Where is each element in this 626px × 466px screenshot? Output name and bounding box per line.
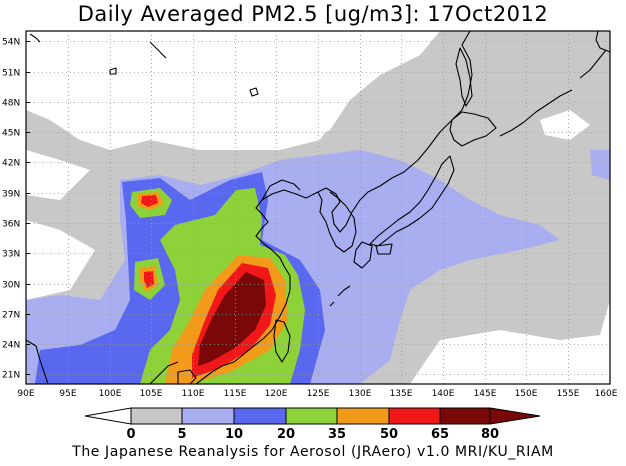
lon-label: 140E [432,389,455,399]
coastline-kurils [499,49,607,137]
coastline-lake-4 [149,41,167,59]
coastline-bohai [261,179,301,201]
coastline-sakhalin [455,47,473,107]
colorbar-segment [336,407,390,425]
lon-label: 125E [307,389,330,399]
concentration-field [26,31,610,384]
field-band-10-20-east [590,150,610,180]
coastlines [26,31,610,384]
lon-label: 100E [99,389,122,399]
lon-label: 105E [140,389,163,399]
colorbar-label: 35 [328,427,346,442]
coastline-west [26,339,49,384]
lon-label: 130E [349,389,372,399]
colorbar-label: 50 [380,427,398,442]
coastline-korea [317,191,357,253]
colorbar-segment [181,407,235,425]
colorbar-segment [388,407,441,425]
field-clear-south [420,340,610,384]
lon-label: 155E [557,389,580,399]
colorbar-label: 80 [481,427,499,442]
coastline-taiwan [273,319,291,363]
colorbar-label: 65 [431,427,449,442]
lat-label: 30N [2,281,20,291]
coastline-lake-3 [29,33,41,43]
lon-label: 160E [595,389,618,399]
lon-label: 135E [390,389,413,399]
lat-label: 36N [2,220,20,230]
field-clear-east [540,110,590,140]
lon-label: 150E [515,389,538,399]
coastline-kamchatka [595,31,610,53]
lat-label: 24N [2,341,20,351]
field-band-80-plus [198,272,266,366]
colorbar-segment [130,407,183,425]
lat-label: 27N [2,311,20,321]
map-frame [25,30,611,385]
axis-ticks [26,41,30,375]
map-title: Daily Averaged PM2.5 [ug/m3]: 17Oct2012 [77,2,549,26]
coastline-hainan [177,369,197,384]
coastline-shikoku [375,243,393,255]
coastline-hokkaido [449,111,497,147]
map-grid [26,31,610,384]
colorbar: 0 5 10 20 35 50 65 80 [84,407,541,442]
lat-label: 33N [2,250,20,260]
lat-label: 48N [2,99,20,109]
lat-label: 45N [2,129,20,139]
colorbar-segment [233,407,287,425]
latitude-labels: 54N 51N 48N 45N 42N 39N 36N 33N 30N 27N … [2,38,20,381]
lon-label: 95E [59,389,76,399]
coastline-ryukyu [329,285,351,307]
lon-label: 120E [265,389,288,399]
colorbar-label: 5 [177,427,186,442]
colorbar-label: 0 [126,427,135,442]
coastline-lake-1 [109,67,117,75]
coastline-indochina [149,361,179,384]
lat-label: 21N [2,371,20,381]
colorbar-label: 10 [225,427,243,442]
lon-label: 90E [17,389,34,399]
field-clear-top [26,31,440,150]
lon-label: 110E [182,389,205,399]
field-band-65-80-north [141,195,158,207]
coastline-kyushu [353,241,373,269]
colorbar-label: 20 [277,427,295,442]
lat-label: 51N [2,69,20,79]
coastline-mainland [195,31,473,384]
longitude-labels: 90E 95E 100E 105E 110E 115E 120E 125E 13… [17,389,617,399]
lat-label: 39N [2,190,20,200]
colorbar-segment [285,407,338,425]
coastline-lake-2 [249,87,259,97]
lat-label: 42N [2,159,20,169]
coastline-honshu [369,155,455,247]
lon-label: 115E [224,389,247,399]
lon-label: 145E [474,389,497,399]
lat-label: 54N [2,38,20,48]
colorbar-segment [84,407,132,425]
footer-credit: The Japanese Reanalysis for Aerosol (JRA… [72,444,554,460]
